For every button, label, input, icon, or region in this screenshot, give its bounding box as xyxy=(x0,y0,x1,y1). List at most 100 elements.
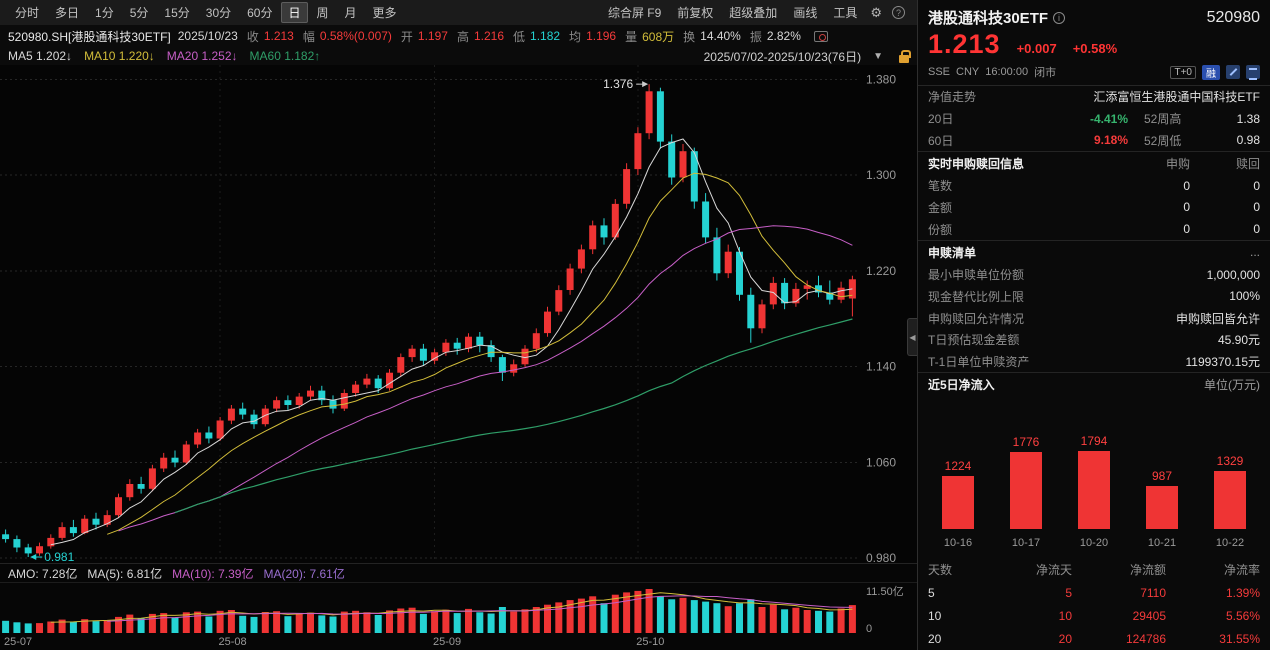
tab-month[interactable]: 月 xyxy=(344,6,357,20)
volume-svg: 11.50亿 0 xyxy=(2,585,904,635)
high-52w: 1.38 xyxy=(1236,111,1260,126)
svg-text:1.220: 1.220 xyxy=(866,264,896,278)
tab-more[interactable]: 更多 xyxy=(372,6,397,20)
margin-badge: 融 xyxy=(1202,64,1220,80)
svg-text:0: 0 xyxy=(866,623,872,635)
high-value: 1.216 xyxy=(473,29,504,43)
svg-text:1.380: 1.380 xyxy=(866,72,896,86)
tab-30min[interactable]: 30分 xyxy=(205,6,232,20)
gear-icon[interactable]: ⚙ xyxy=(870,4,882,20)
fund-full-name: 汇添富恒生港股通中国科技ETF xyxy=(1093,90,1260,105)
month-label: 25-07 xyxy=(4,636,33,648)
flow-bar-group: 987 10-21 xyxy=(1128,406,1196,552)
tab-day[interactable]: 日 xyxy=(281,2,308,23)
x-axis-labels: 25-07 25-08 25-09 25-10 xyxy=(0,635,917,650)
list-row: 申购赎回允许情况 申购赎回皆允许 xyxy=(928,311,1260,326)
volume-chart[interactable]: 11.50亿 0 xyxy=(0,583,917,635)
amo-ma5-value: 6.81亿 xyxy=(126,566,163,581)
super-overlay-button[interactable]: 超级叠加 xyxy=(729,6,778,20)
info-icon[interactable]: i xyxy=(1053,11,1066,24)
composite-screen-button[interactable]: 综合屏 F9 xyxy=(607,6,662,20)
ma10-value: 1.220↓ xyxy=(118,49,155,63)
flow-bar-group: 1794 10-20 xyxy=(1060,406,1128,552)
low-52w: 0.98 xyxy=(1236,133,1260,148)
flow-value-label: 1329 xyxy=(1216,454,1244,469)
cash-ratio-cap: 100% xyxy=(1229,289,1260,304)
amo-ma20-value: 7.61亿 xyxy=(309,566,345,581)
est-cash-diff: 45.90元 xyxy=(1217,333,1260,348)
tab-multiday[interactable]: 多日 xyxy=(55,6,80,20)
kline-chart[interactable]: 1.380 1.300 1.220 1.140 1.060 0.980 1.376 0.981 xyxy=(0,65,917,563)
forward-adjust-button[interactable]: 前复权 xyxy=(677,6,714,20)
panel-collapse-handle[interactable]: ◀ xyxy=(907,318,917,356)
svg-text:1.140: 1.140 xyxy=(866,360,896,374)
grid-icon[interactable] xyxy=(1246,65,1260,80)
range-dropdown-icon[interactable]: ▼ xyxy=(873,50,883,62)
flow-bar-group: 1224 10-16 xyxy=(924,406,992,552)
draw-line-button[interactable]: 画线 xyxy=(793,6,818,20)
perf-row-60d: 60日 9.18% 52周低 0.98 xyxy=(928,133,1260,148)
month-label: 25-09 xyxy=(433,636,462,648)
svg-text:1.376: 1.376 xyxy=(603,77,633,91)
month-label: 25-08 xyxy=(218,636,247,648)
tab-1min[interactable]: 1分 xyxy=(95,6,114,20)
tab-week[interactable]: 周 xyxy=(316,6,329,20)
flow-table-row: 5 5 7110 1.39% xyxy=(928,585,1260,600)
unit-asset-t1: 1199370.15元 xyxy=(1185,354,1260,369)
panel-header: 港股通科技30ETF i 520980 1.213 +0.007 +0.58% … xyxy=(918,0,1270,86)
flow-bar-group: 1776 10-17 xyxy=(992,406,1060,552)
sub-row-count: 笔数 0 0 xyxy=(928,178,1260,194)
flow-bar xyxy=(1214,471,1246,530)
tab-15min[interactable]: 15分 xyxy=(164,6,190,20)
list-row: 现金替代比例上限 100% xyxy=(928,289,1260,304)
quote-info-bar: 520980.SH[港股通科技30ETF] 2025/10/23 收 1.213 … xyxy=(0,25,917,47)
lock-icon[interactable] xyxy=(899,49,911,63)
more-ellipsis[interactable]: ... xyxy=(1249,245,1260,260)
amplitude-value: 2.82% xyxy=(766,29,801,43)
return-20d: -4.41% xyxy=(1089,111,1128,126)
flow-bar xyxy=(1146,486,1178,530)
ma5-value: 1.202↓ xyxy=(36,49,73,63)
price-change: +0.007 xyxy=(1016,41,1057,56)
t0-badge: T+0 xyxy=(1170,65,1196,79)
amo-value: 7.28亿 xyxy=(42,566,78,581)
amo-ma10-value: 7.39亿 xyxy=(218,566,254,581)
flow-unit-label: 单位(万元) xyxy=(1204,378,1260,393)
quote-time: 16:00:00 xyxy=(985,66,1029,78)
month-label: 25-10 xyxy=(636,636,665,648)
quote-panel: 港股通科技30ETF i 520980 1.213 +0.007 +0.58% … xyxy=(918,0,1270,650)
sub-row-amount: 金额 0 0 xyxy=(928,200,1260,215)
change-value: 0.58%(0.007) xyxy=(319,29,392,43)
svg-text:1.300: 1.300 xyxy=(866,168,896,182)
flow-table: 天数 净流天 净流额 净流率 5 5 7110 1.39% 10 10 2940… xyxy=(918,552,1270,650)
perf-row-20d: 20日 -4.41% 52周高 1.38 xyxy=(928,111,1260,127)
visible-date-range: 2025/07/02-2025/10/23(76日) xyxy=(703,49,862,64)
market-status: 闭市 xyxy=(1034,67,1057,79)
tools-button[interactable]: 工具 xyxy=(833,6,858,20)
tab-5min[interactable]: 5分 xyxy=(129,6,149,20)
permission-status: 申购赎回皆允许 xyxy=(1175,311,1260,326)
svg-text:0.981: 0.981 xyxy=(44,550,74,563)
pencil-icon[interactable] xyxy=(1226,65,1240,79)
symbol-name: 520980.SH[港股通科技30ETF] xyxy=(8,29,171,44)
subscription-section-title: 实时申购赎回信息 申购 赎回 xyxy=(918,151,1270,175)
avg-value: 1.196 xyxy=(586,29,617,43)
snapshot-icon[interactable] xyxy=(813,30,828,42)
tab-timeshare[interactable]: 分时 xyxy=(15,6,40,20)
flow-date-label: 10-16 xyxy=(943,537,973,550)
flow-bar xyxy=(1010,452,1042,530)
etf-code: 520980 xyxy=(1206,8,1260,26)
flow-bar-group: 1329 10-22 xyxy=(1196,406,1264,552)
help-icon[interactable]: ? xyxy=(892,6,905,19)
list-row: 最小申赎单位份额 1,000,000 xyxy=(928,267,1260,283)
last-price: 1.213 xyxy=(928,29,1001,59)
low-value: 1.182 xyxy=(530,29,561,43)
turnover-value: 14.40% xyxy=(700,29,741,43)
ma60-value: 1.182↑ xyxy=(284,49,321,63)
price-change-pct: +0.58% xyxy=(1072,41,1118,56)
ma-indicator-bar: MA5 1.202↓ MA10 1.220↓ MA20 1.252↓ MA60 … xyxy=(0,47,917,65)
kline-svg: 1.380 1.300 1.220 1.140 1.060 0.980 1.376 0.981 xyxy=(0,65,896,563)
svg-text:11.50亿: 11.50亿 xyxy=(866,585,904,598)
tab-60min[interactable]: 60分 xyxy=(247,6,273,20)
etf-title: 港股通科技30ETF xyxy=(928,10,1049,27)
